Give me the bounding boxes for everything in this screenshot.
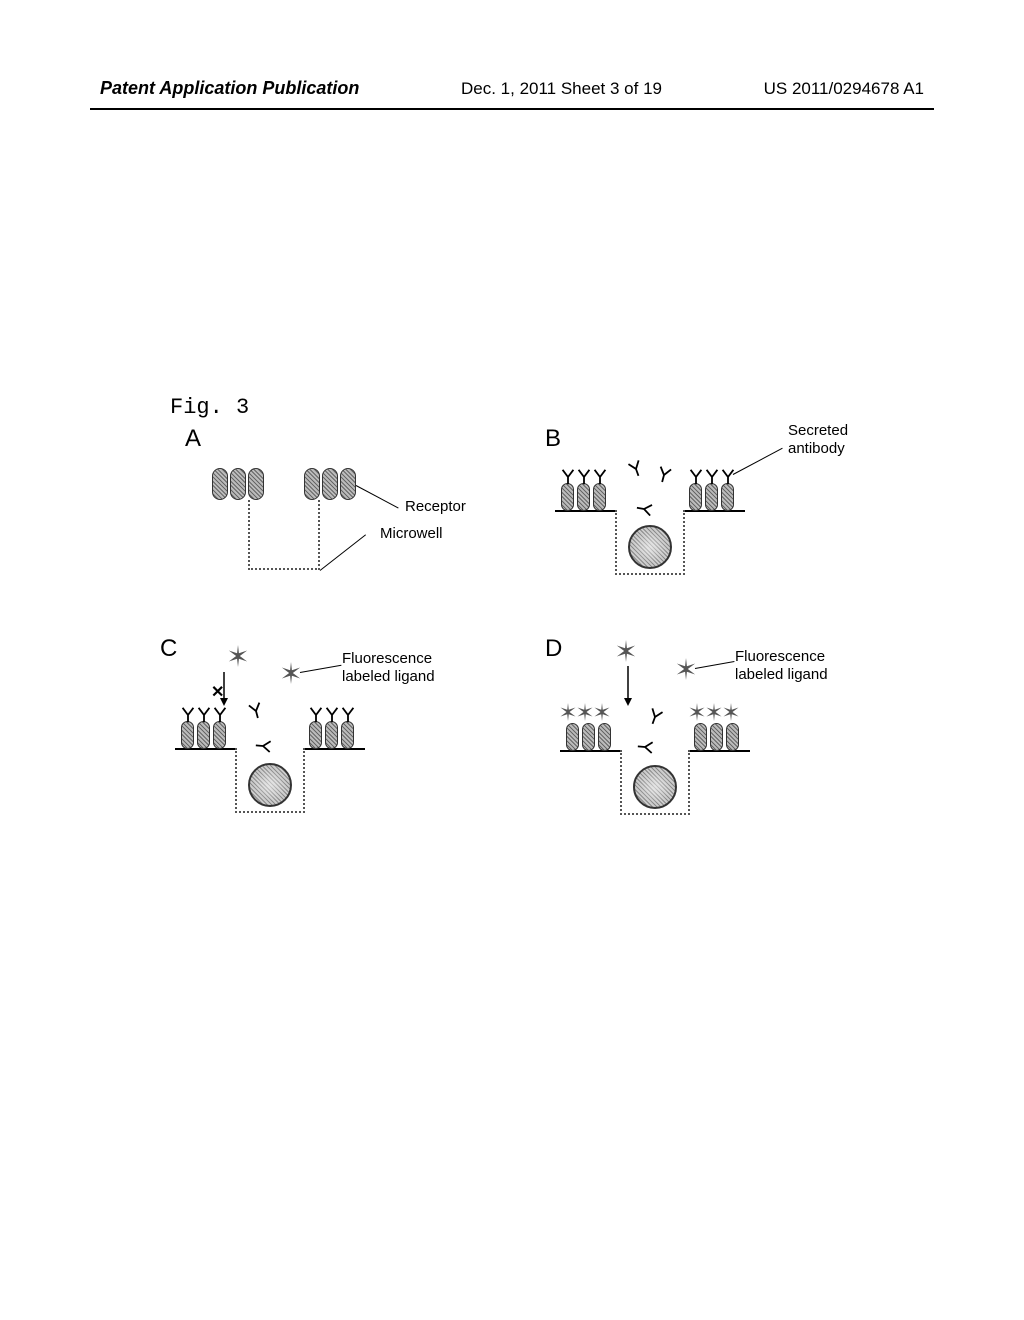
cell-icon	[633, 765, 677, 809]
receptor-icon	[248, 468, 264, 500]
fluorescence-ligand-label-d: Fluorescence labeled ligand	[735, 648, 828, 684]
receptor-icon	[197, 721, 210, 749]
fluorescence-star-icon	[722, 703, 740, 721]
fluorescence-star-icon	[615, 640, 637, 662]
fluorescence-star-icon	[593, 703, 611, 721]
header-right: US 2011/0294678 A1	[764, 79, 924, 99]
arrow-down-icon	[620, 664, 636, 713]
receptor-icon	[566, 723, 579, 751]
receptor-icon	[304, 468, 320, 500]
leader-line	[695, 661, 735, 669]
receptor-icon	[710, 723, 723, 751]
receptor-icon	[561, 483, 574, 511]
receptor-icon	[721, 483, 734, 511]
antibody-icon	[211, 706, 229, 724]
receptor-icon	[230, 468, 246, 500]
antibody-icon	[653, 464, 675, 486]
fluorescence-star-icon	[559, 703, 577, 721]
receptor-icon	[325, 721, 338, 749]
microwell-label: Microwell	[380, 525, 443, 543]
cell-icon	[628, 525, 672, 569]
antibody-icon	[591, 468, 609, 486]
receptor-icon	[212, 468, 228, 500]
receptor-icon	[694, 723, 707, 751]
receptor-icon	[593, 483, 606, 511]
antibody-icon	[643, 705, 666, 728]
leader-line	[356, 485, 399, 508]
receptor-icon	[340, 468, 356, 500]
fluorescence-star-icon	[280, 662, 302, 684]
receptor-icon	[689, 483, 702, 511]
receptor-icon	[726, 723, 739, 751]
header-rule	[90, 108, 934, 110]
header-left: Patent Application Publication	[100, 78, 359, 99]
page-header: Patent Application Publication Dec. 1, 2…	[0, 78, 1024, 99]
receptor-icon	[181, 721, 194, 749]
header-center: Dec. 1, 2011 Sheet 3 of 19	[461, 79, 662, 99]
receptor-icon	[341, 721, 354, 749]
receptor-icon	[309, 721, 322, 749]
fluorescence-ligand-label-c: Fluorescence labeled ligand	[342, 650, 435, 686]
receptor-icon	[322, 468, 338, 500]
leader-line	[733, 448, 783, 475]
secreted-antibody-label: Secreted antibody	[788, 422, 848, 458]
leader-line	[320, 534, 366, 570]
receptor-icon	[598, 723, 611, 751]
cell-icon	[248, 763, 292, 807]
receptor-icon	[582, 723, 595, 751]
fluorescence-star-icon	[675, 658, 697, 680]
microwell-icon	[248, 500, 320, 570]
panel-a-letter: A	[185, 425, 201, 453]
fluorescence-star-icon	[227, 645, 249, 667]
x-mark-icon: ✕	[211, 682, 224, 702]
antibody-icon	[719, 468, 737, 486]
fluorescence-star-icon	[705, 703, 723, 721]
fluorescence-star-icon	[576, 703, 594, 721]
antibody-icon	[245, 700, 267, 722]
antibody-icon	[339, 706, 357, 724]
leader-line	[300, 665, 342, 673]
fluorescence-star-icon	[688, 703, 706, 721]
figure-label: Fig. 3	[170, 395, 249, 420]
antibody-icon	[624, 457, 647, 480]
receptor-label: Receptor	[405, 498, 466, 516]
receptor-icon	[705, 483, 718, 511]
panel-b-diagram	[555, 440, 815, 610]
receptor-icon	[577, 483, 590, 511]
receptor-icon	[213, 721, 226, 749]
